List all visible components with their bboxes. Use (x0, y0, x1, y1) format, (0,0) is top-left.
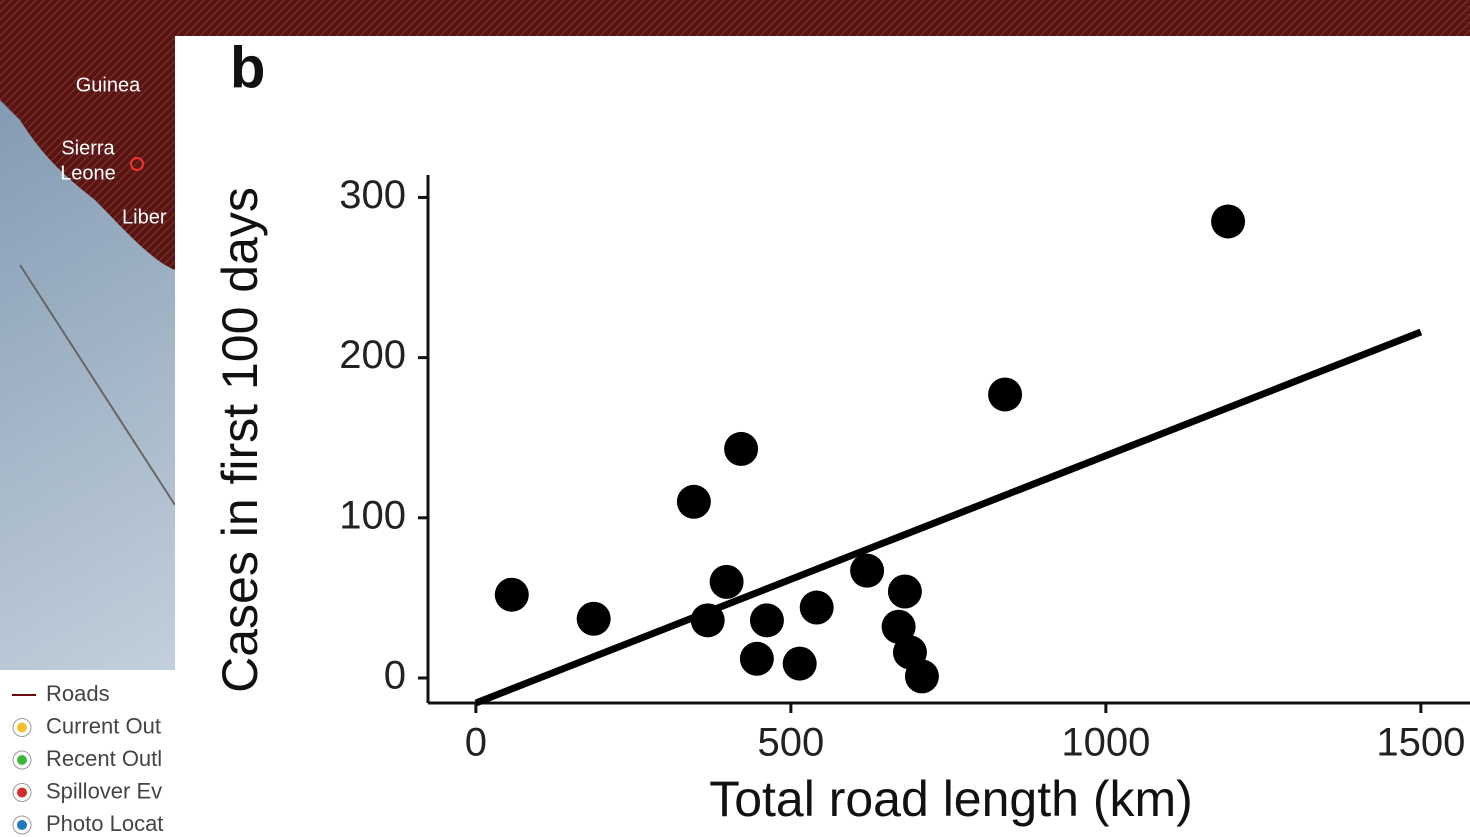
point (677, 485, 711, 519)
point (1211, 204, 1245, 238)
x-tick-label: 500 (757, 721, 824, 765)
point (577, 602, 611, 636)
legend-label: Spillover Ev (46, 778, 162, 803)
legend-label: Roads (46, 681, 110, 706)
point (850, 554, 884, 588)
point (710, 565, 744, 599)
x-axis-title: Total road length (km) (709, 771, 1193, 827)
point (800, 591, 834, 625)
point (888, 575, 922, 609)
point (783, 647, 817, 681)
figure: Guinea Sierra Leone Liber Roads Current Out Re… (0, 0, 1470, 837)
point (905, 659, 939, 693)
map-label: Sierra (61, 137, 115, 159)
legend-swatch (17, 755, 27, 765)
point (724, 432, 758, 466)
legend-swatch (17, 788, 27, 798)
x-tick-label: 1500 (1376, 721, 1465, 765)
y-tick-label: 200 (339, 333, 406, 377)
point (988, 377, 1022, 411)
map-label: Leone (60, 162, 116, 184)
point (495, 578, 529, 612)
map-label: Liber (122, 206, 167, 228)
legend-swatch (17, 820, 27, 830)
point (740, 642, 774, 676)
x-tick-label: 1000 (1061, 721, 1150, 765)
legend-label: Photo Locat (46, 811, 163, 836)
y-tick-label: 100 (339, 493, 406, 537)
legend-label: Recent Outl (46, 746, 162, 771)
y-tick-label: 0 (384, 654, 406, 698)
map-label: Guinea (76, 74, 141, 96)
page: {"chart_data": {"type": "scatter", "pane… (0, 0, 1470, 837)
y-axis-title: Cases in first 100 days (212, 187, 268, 693)
panel-label: b (230, 35, 265, 100)
point (750, 603, 784, 637)
y-tick-label: 300 (339, 173, 406, 217)
chart-panel (175, 36, 1470, 837)
x-tick-label: 0 (465, 721, 487, 765)
legend-swatch (17, 723, 27, 733)
legend-label: Current Out (46, 713, 161, 738)
point (691, 603, 725, 637)
land-strip (0, 0, 1470, 36)
